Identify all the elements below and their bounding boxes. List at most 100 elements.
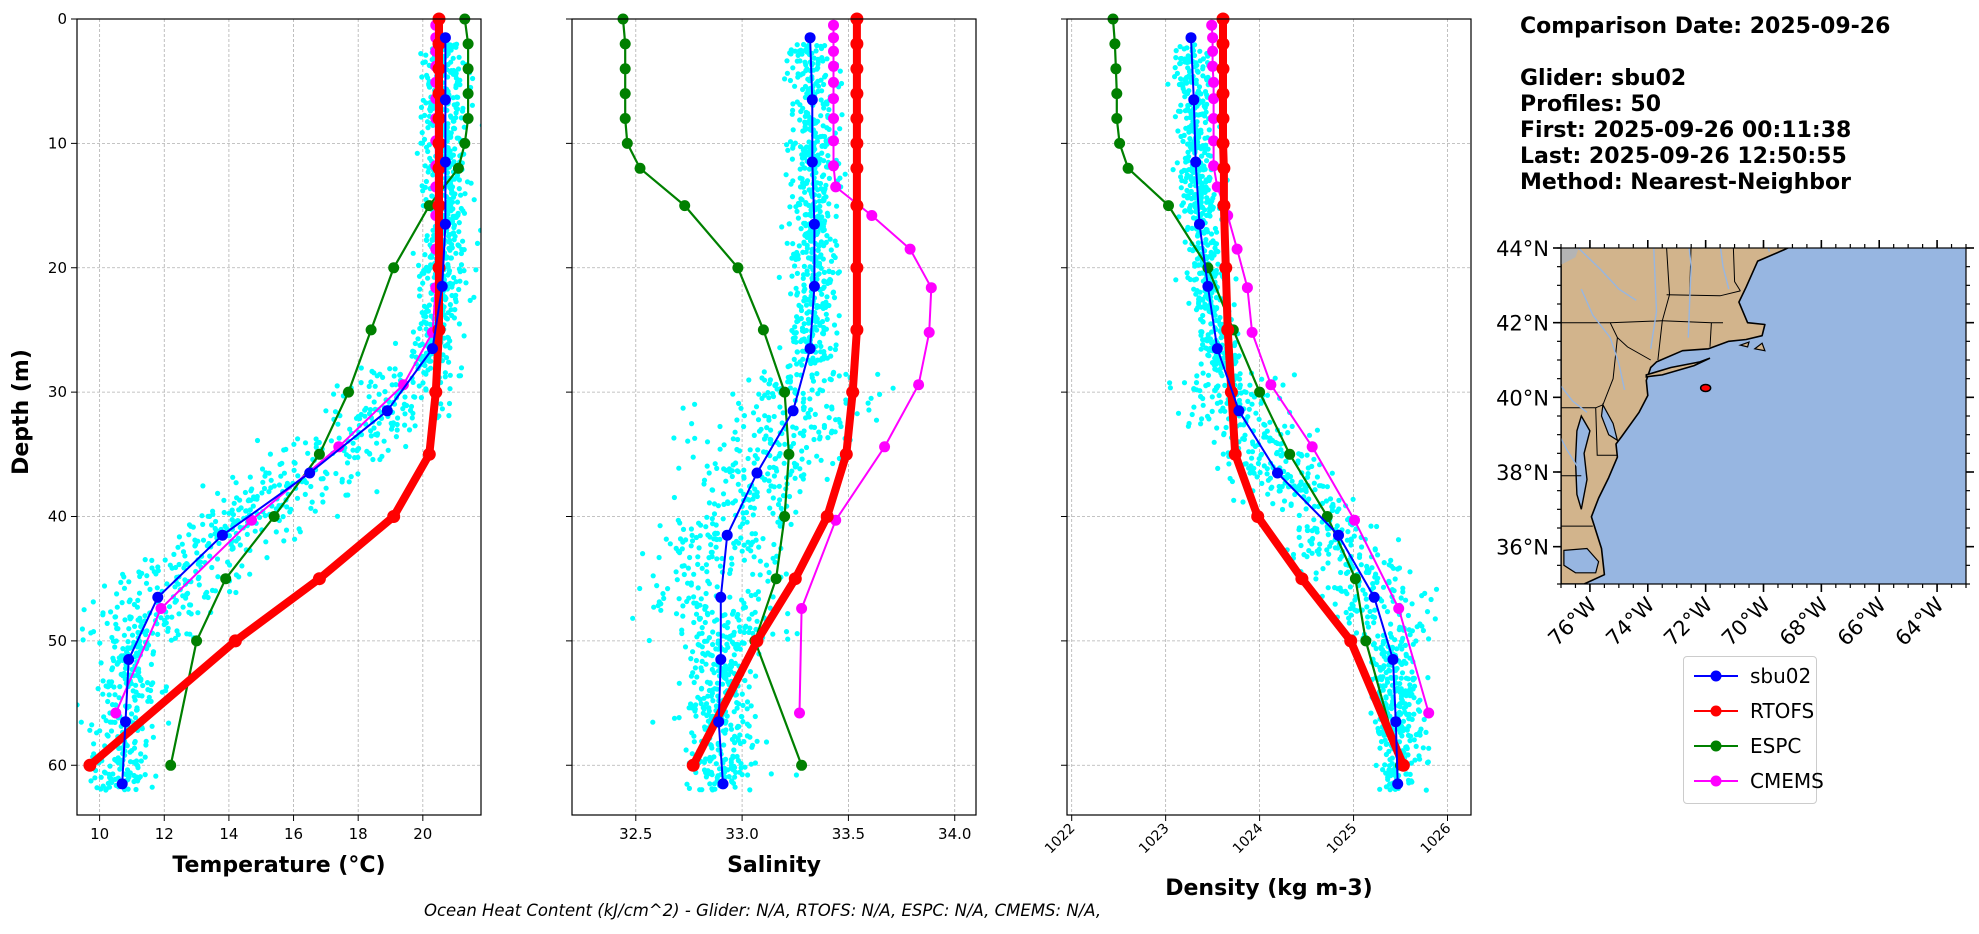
raw-glider-point: [826, 268, 832, 275]
raw-glider-point: [417, 325, 423, 332]
raw-glider-point: [741, 557, 748, 563]
raw-glider-point: [806, 166, 813, 172]
raw-glider-point: [109, 634, 115, 641]
raw-glider-point: [1409, 628, 1415, 634]
raw-glider-point: [737, 769, 743, 775]
data-point-espc: [388, 262, 400, 274]
raw-glider-point: [746, 377, 752, 383]
raw-glider-point: [748, 548, 754, 554]
y-tick-label: 60: [48, 756, 67, 774]
data-point-espc: [462, 88, 474, 100]
raw-glider-point: [1314, 548, 1320, 554]
raw-glider-point: [415, 336, 421, 342]
raw-glider-point: [767, 505, 773, 511]
raw-glider-point: [334, 513, 341, 519]
raw-glider-point: [676, 596, 682, 602]
raw-glider-point: [740, 702, 746, 709]
raw-glider-point: [1423, 787, 1429, 793]
raw-glider-point: [736, 724, 742, 730]
raw-glider-point: [825, 435, 831, 441]
raw-glider-point: [471, 294, 477, 300]
raw-glider-point: [458, 192, 464, 198]
raw-glider-point: [447, 150, 453, 156]
raw-glider-point: [422, 163, 428, 169]
raw-glider-point: [1208, 231, 1215, 237]
raw-glider-point: [680, 613, 686, 619]
raw-glider-point: [237, 497, 243, 503]
raw-glider-point: [1373, 571, 1379, 577]
raw-glider-point: [1417, 708, 1423, 714]
raw-glider-point: [817, 339, 823, 345]
raw-glider-point: [1173, 55, 1179, 61]
raw-glider-point: [783, 629, 790, 635]
raw-glider-point: [812, 411, 818, 417]
raw-glider-point: [725, 500, 731, 506]
raw-glider-point: [1204, 92, 1210, 98]
data-point-cmems: [879, 441, 891, 453]
raw-glider-point: [794, 372, 800, 378]
y-tick-label: 30: [48, 383, 67, 401]
data-point-sbu02: [717, 778, 729, 790]
raw-glider-point: [1282, 423, 1288, 429]
raw-glider-point: [1190, 215, 1197, 221]
raw-glider-point: [778, 505, 784, 511]
raw-glider-point: [1309, 550, 1315, 556]
raw-glider-point: [801, 239, 807, 245]
raw-glider-point: [1195, 88, 1202, 94]
x-tick-label: 1026: [1418, 820, 1455, 857]
raw-glider-point: [1348, 542, 1354, 548]
raw-glider-point: [246, 497, 252, 503]
data-point-rtofs: [422, 447, 436, 461]
raw-glider-point: [264, 555, 270, 561]
data-point-cmems: [925, 282, 937, 294]
raw-glider-point: [368, 433, 374, 439]
raw-glider-point: [1200, 56, 1206, 62]
raw-glider-point: [1375, 575, 1381, 581]
data-point-rtofs: [850, 136, 864, 150]
raw-glider-point: [125, 639, 131, 645]
raw-glider-point: [425, 125, 431, 131]
raw-glider-point: [175, 544, 181, 550]
raw-glider-point: [751, 432, 757, 438]
raw-glider-point: [461, 268, 467, 274]
raw-glider-point: [831, 253, 837, 259]
raw-glider-point: [702, 726, 708, 732]
series-rtofs: [1216, 12, 1410, 772]
raw-glider-point: [807, 396, 813, 402]
raw-glider-point: [213, 518, 219, 525]
raw-glider-point: [320, 499, 326, 505]
raw-glider-point: [711, 501, 718, 507]
raw-glider-point: [427, 358, 433, 364]
raw-glider-point: [1202, 119, 1208, 126]
raw-glider-point: [457, 373, 464, 379]
raw-glider-point: [456, 286, 462, 293]
raw-glider-point: [697, 533, 703, 539]
raw-glider-point: [334, 383, 340, 389]
raw-glider-point: [1314, 474, 1320, 480]
raw-glider-point: [835, 270, 841, 276]
raw-glider-point: [1411, 737, 1417, 743]
raw-glider-point: [818, 113, 824, 119]
raw-glider-point: [1428, 596, 1434, 603]
raw-glider-point: [308, 483, 314, 490]
raw-glider-point: [161, 621, 167, 628]
raw-glider-point: [1407, 686, 1413, 692]
raw-glider-point: [1188, 196, 1195, 202]
raw-glider-point: [842, 171, 848, 177]
raw-glider-point: [355, 471, 361, 477]
raw-glider-point: [423, 321, 429, 327]
raw-glider-scatter: [1165, 42, 1440, 793]
raw-glider-point: [331, 391, 337, 397]
raw-glider-point: [715, 631, 721, 637]
data-point-cmems: [828, 160, 839, 172]
raw-glider-point: [798, 338, 804, 345]
river: [1767, 248, 1770, 252]
raw-glider-point: [711, 661, 717, 667]
raw-glider-point: [1198, 361, 1204, 367]
delaware-bay: [1600, 402, 1619, 442]
data-point-espc: [779, 386, 791, 398]
raw-glider-point: [112, 692, 118, 698]
raw-glider-point: [797, 144, 804, 150]
raw-glider-point: [1185, 423, 1191, 429]
raw-glider-point: [451, 159, 457, 165]
